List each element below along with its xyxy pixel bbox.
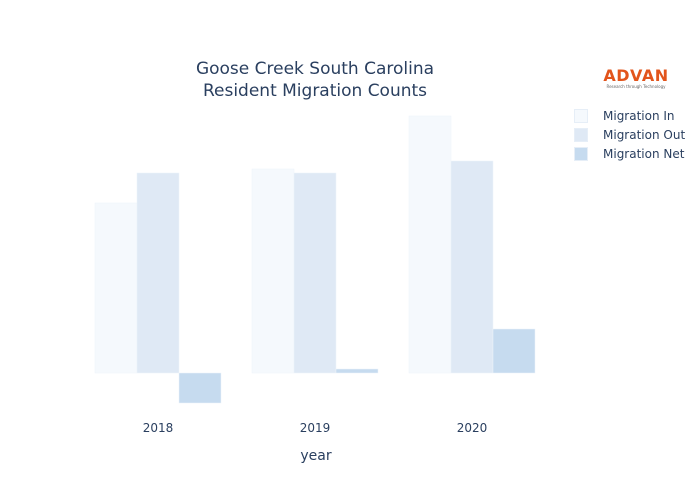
x-tick-label: 2019 xyxy=(299,421,331,435)
bar-migration-net-2018 xyxy=(178,372,222,404)
legend-item-migration-net[interactable]: Migration Net xyxy=(574,144,685,163)
bar-migration-out-2018 xyxy=(136,172,180,374)
advan-logo: ADVAN Research through Technology xyxy=(603,66,669,90)
bar-migration-in-2020 xyxy=(408,115,452,374)
legend-item-migration-out[interactable]: Migration Out xyxy=(574,125,685,144)
legend-swatch xyxy=(574,146,588,161)
chart-subtitle: Resident Migration Counts xyxy=(202,81,428,101)
legend: Migration In Migration Out Migration Net xyxy=(574,106,685,163)
legend-item-migration-in[interactable]: Migration In xyxy=(574,106,685,125)
x-axis-title: year xyxy=(300,448,332,464)
legend-swatch xyxy=(574,108,588,123)
bar-migration-out-2020 xyxy=(450,160,494,374)
x-tick-label: 2018 xyxy=(142,421,174,435)
legend-swatch xyxy=(574,127,588,142)
bar-migration-out-2019 xyxy=(293,172,337,374)
bar-migration-in-2019 xyxy=(251,168,295,374)
chart-title: Goose Creek South Carolina Resident Migr… xyxy=(165,58,465,102)
x-tick-label: 2020 xyxy=(456,421,488,435)
chart-title-line1: Goose Creek South Carolina xyxy=(195,59,435,79)
bar-migration-net-2019 xyxy=(335,368,379,374)
bar-migration-in-2018 xyxy=(94,202,138,374)
bar-migration-net-2020 xyxy=(492,328,536,374)
